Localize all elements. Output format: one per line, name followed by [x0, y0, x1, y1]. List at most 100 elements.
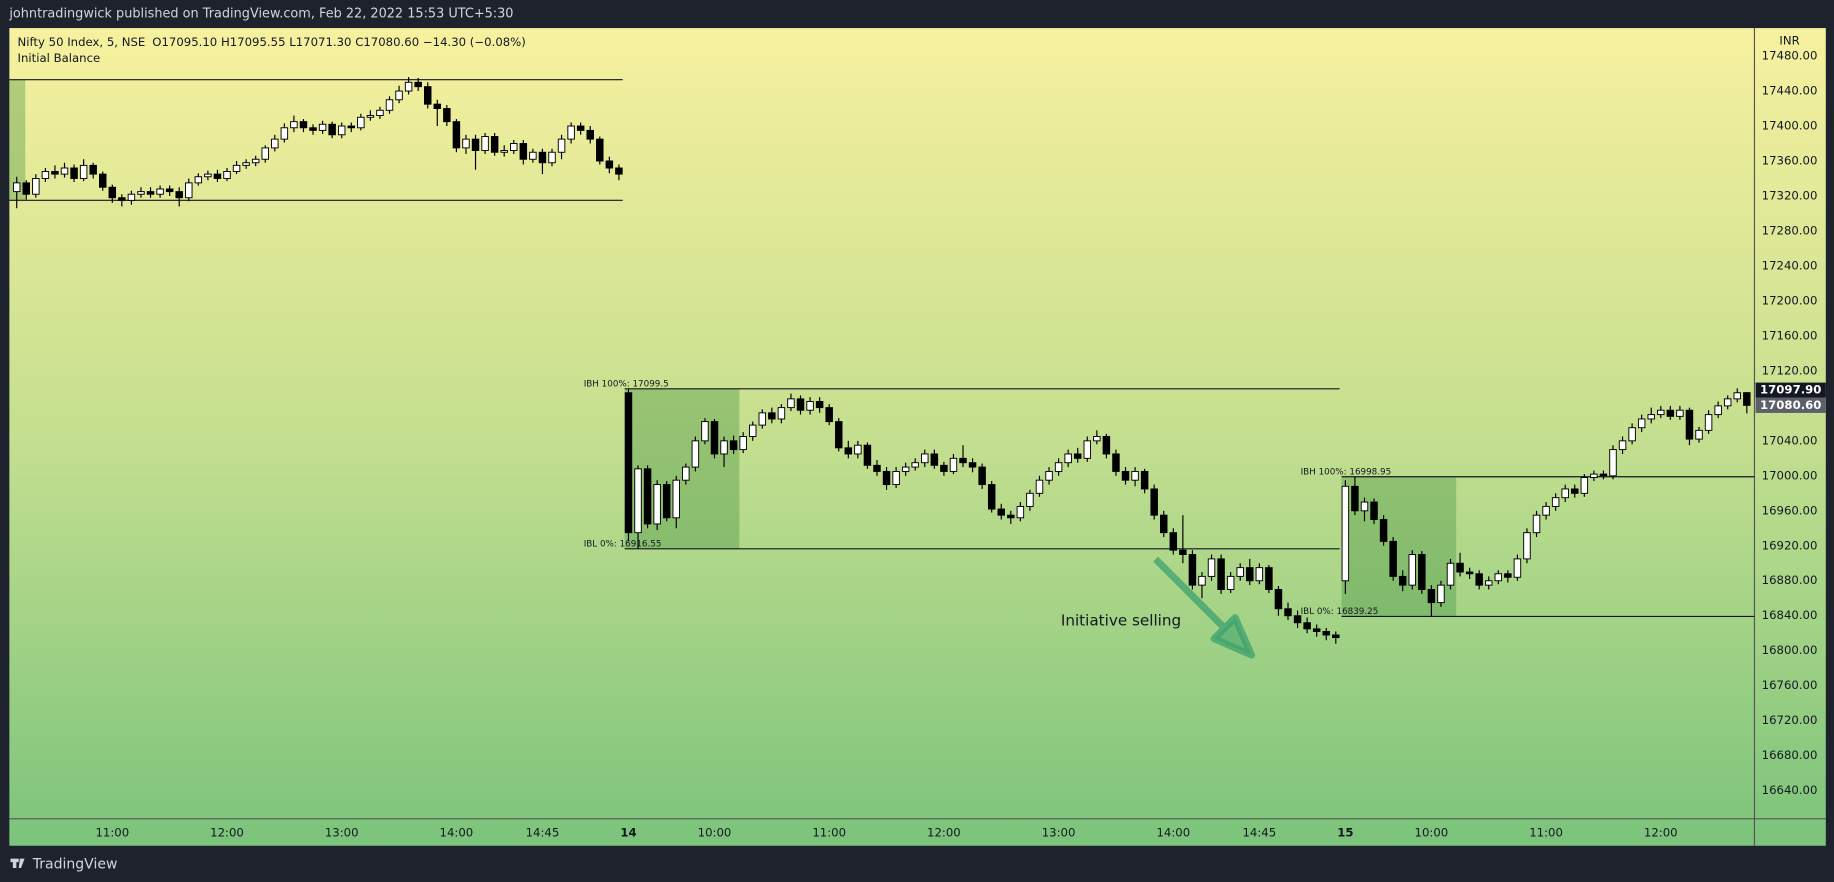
candle-body [1590, 473, 1598, 479]
ib-box [1341, 476, 1457, 617]
candle-body [978, 466, 986, 486]
x-tick-label: 14:00 [440, 825, 474, 839]
x-tick-label: 10:00 [698, 825, 732, 839]
candle-body [204, 173, 212, 178]
candle-body [433, 103, 442, 109]
candle-body [548, 151, 556, 164]
candle-body [1685, 409, 1694, 440]
publisher: johntradingwick published on TradingView… [8, 7, 513, 22]
arrow-shape [1153, 556, 1256, 659]
candle-body [653, 484, 661, 525]
candle-body [1341, 485, 1350, 582]
legend-title: Nifty 50 Index, 5, NSE O17095.10 H17095.5… [18, 35, 526, 49]
candle-body [1198, 575, 1206, 586]
candle-body [1456, 562, 1464, 573]
candle-body [1121, 470, 1130, 481]
candle-body [997, 508, 1005, 516]
x-tick-label: 14 [620, 825, 636, 839]
candle-body [1226, 575, 1235, 590]
candle-body [796, 398, 805, 411]
y-tick-label: 16680.00 [1762, 748, 1818, 762]
candle-body [873, 464, 881, 472]
candle-body [452, 121, 461, 149]
candle-body [1370, 501, 1378, 521]
ib-label: IBH 100%: 17099.5 [584, 380, 669, 390]
candle-body [1437, 584, 1445, 604]
candle-body [137, 191, 145, 195]
candle-body [99, 173, 107, 188]
x-tick-label: 14:45 [1242, 825, 1276, 839]
candle-body [1599, 473, 1608, 477]
candle-body [1131, 470, 1139, 481]
indicator-name: Initial Balance [18, 51, 101, 65]
candle-body [1026, 492, 1034, 507]
candle-body [280, 127, 289, 140]
candle-body [1418, 554, 1426, 590]
y-tick-label: 17000.00 [1762, 468, 1818, 482]
brand-logo [10, 858, 25, 868]
candle-body [1580, 477, 1589, 494]
chart-background [9, 28, 1826, 846]
candle-body [949, 457, 958, 472]
candle-body [1035, 479, 1044, 494]
candle-body [60, 167, 69, 175]
candle-body [185, 182, 193, 199]
x-tick-label: 13:00 [325, 825, 359, 839]
y-tick-label: 17160.00 [1762, 328, 1818, 342]
candle-body [328, 123, 336, 136]
candle-body [1379, 519, 1388, 542]
candle-body [1676, 409, 1684, 417]
candle-body [213, 173, 222, 179]
candle-body [404, 81, 413, 92]
candle-body [462, 138, 470, 149]
candle-body [940, 464, 948, 472]
candle-body [1475, 573, 1483, 586]
arrow [1153, 556, 1256, 659]
candle-body [1465, 571, 1474, 575]
candle-body [662, 484, 671, 519]
candle-body [634, 468, 642, 534]
candle-body [911, 462, 919, 468]
ib-label: IBH 100%: 16998.95 [1301, 468, 1392, 478]
candle-body [739, 436, 747, 451]
price-label: 17080.60 [1760, 398, 1821, 412]
candle-body [1551, 497, 1560, 507]
candle-body [863, 444, 872, 466]
candle-body [624, 392, 633, 534]
candle-body [1150, 488, 1158, 516]
candle-body [347, 125, 356, 129]
y-tick-label: 16960.00 [1762, 503, 1818, 517]
candle-body [251, 158, 260, 164]
x-tick-label: 11:00 [95, 825, 129, 839]
candle-body [443, 108, 451, 123]
candle-body [108, 186, 117, 199]
ib-box [9, 79, 26, 201]
candle-body [118, 197, 126, 201]
candle-body [1542, 505, 1550, 516]
y-tick-label: 16640.00 [1762, 783, 1818, 797]
candle-body [567, 125, 575, 140]
candle-body [242, 162, 250, 166]
y-tick-label: 17480.00 [1762, 49, 1818, 63]
candle-body [586, 129, 594, 140]
x-tick-label: 12:00 [210, 825, 244, 839]
candle-body [1647, 414, 1655, 420]
brand: TradingView [32, 856, 118, 872]
ib-box [624, 388, 740, 549]
candle-body [576, 125, 585, 131]
y-tick-label: 17320.00 [1762, 188, 1818, 202]
candle-body [376, 109, 384, 116]
x-tick-label: 12:00 [927, 825, 961, 839]
candle-body [41, 171, 50, 179]
candle-body [156, 188, 164, 195]
candle-body [146, 191, 155, 195]
y-tick-label: 16760.00 [1762, 678, 1818, 692]
candle-body [271, 138, 279, 149]
candle-body [1427, 589, 1436, 604]
ib-label: IBL 0%: 16839.25 [1301, 607, 1379, 617]
candle-body [901, 466, 910, 472]
candle-body [596, 138, 604, 162]
candle-body [1246, 567, 1254, 582]
candle-body [1236, 567, 1244, 577]
candle-body [32, 178, 40, 195]
